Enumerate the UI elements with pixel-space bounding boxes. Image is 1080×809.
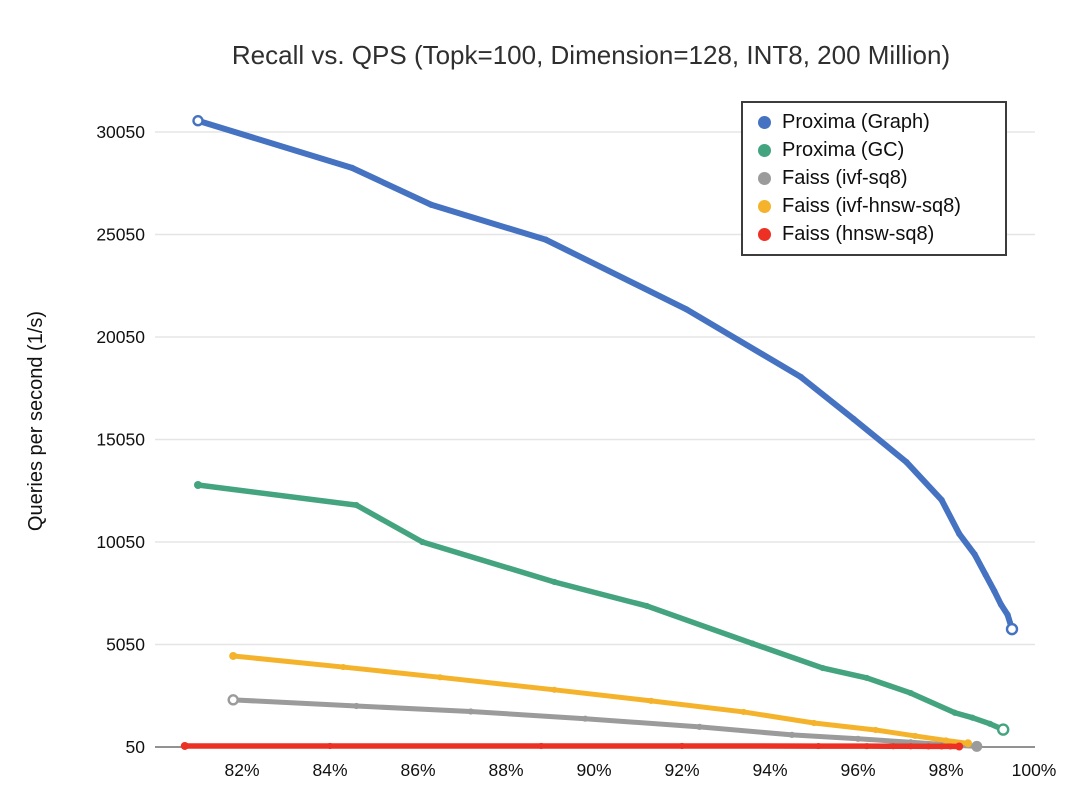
data-point <box>340 663 347 671</box>
data-point <box>582 715 589 722</box>
legend-item: Faiss (ivf-hnsw-sq8) <box>743 192 1005 220</box>
data-point <box>436 674 444 681</box>
data-point <box>854 735 862 742</box>
data-point <box>964 739 972 748</box>
data-point <box>419 538 426 546</box>
data-point <box>551 686 558 693</box>
data-point <box>912 732 919 740</box>
data-point <box>982 571 989 578</box>
legend-label: Proxima (Graph) <box>782 110 930 133</box>
data-point <box>683 306 690 313</box>
y-tick-label: 30050 <box>96 122 145 142</box>
data-point <box>872 726 879 734</box>
series-end-marker <box>227 694 239 706</box>
data-point <box>819 664 826 672</box>
legend-item: Proxima (Graph) <box>743 108 1005 136</box>
data-point <box>942 737 950 744</box>
data-point <box>986 720 994 727</box>
data-point <box>971 551 978 558</box>
data-point <box>788 731 796 739</box>
data-point <box>326 742 334 750</box>
data-point <box>696 723 703 731</box>
data-point <box>648 697 655 704</box>
data-point <box>938 743 945 750</box>
x-tick-label: 94% <box>752 760 787 780</box>
series-line-faiss-ivf-sq8- <box>230 697 980 749</box>
data-point <box>907 689 914 697</box>
x-tick-label: 88% <box>488 760 523 780</box>
data-point <box>538 742 545 750</box>
legend-label: Faiss (ivf-hnsw-sq8) <box>782 194 961 217</box>
data-point <box>947 743 954 750</box>
legend-marker-icon <box>758 199 771 213</box>
x-tick-label: 86% <box>400 760 435 780</box>
legend-marker-icon <box>758 171 771 185</box>
data-point <box>850 415 857 423</box>
data-point <box>353 702 360 710</box>
data-point <box>542 236 549 243</box>
data-point <box>194 481 202 490</box>
data-point <box>1004 611 1011 618</box>
x-tick-label: 96% <box>840 760 875 780</box>
data-point <box>863 674 870 682</box>
data-point <box>749 640 756 647</box>
data-point <box>991 588 998 595</box>
series-end-marker <box>1005 622 1019 636</box>
legend-item: Faiss (ivf-sq8) <box>743 164 1005 192</box>
series-end-marker <box>192 115 204 127</box>
x-tick-label: 90% <box>576 760 611 780</box>
legend-label: Faiss (ivf-sq8) <box>782 166 908 189</box>
x-tick-label: 82% <box>224 760 259 780</box>
chart-title: Recall vs. QPS (Topk=100, Dimension=128,… <box>231 40 951 70</box>
y-tick-label: 50 <box>126 737 146 757</box>
data-point <box>810 719 818 727</box>
data-point <box>951 709 958 716</box>
data-point <box>997 601 1005 608</box>
legend-marker-icon <box>758 143 771 157</box>
data-point <box>969 714 976 721</box>
data-point <box>955 742 964 751</box>
data-point <box>348 164 356 171</box>
y-tick-label: 25050 <box>96 225 145 245</box>
data-point <box>643 602 650 610</box>
data-point <box>467 708 474 715</box>
data-point <box>180 741 189 750</box>
data-point <box>740 708 747 716</box>
series-end-marker <box>971 740 983 752</box>
data-point <box>863 743 870 750</box>
x-tick-label: 98% <box>928 760 963 780</box>
data-point <box>907 743 914 750</box>
data-point <box>890 743 897 750</box>
series-end-marker <box>997 723 1010 736</box>
legend-marker-icon <box>758 227 771 241</box>
data-point <box>815 742 822 750</box>
series-line-proxima-graph- <box>195 117 1015 633</box>
y-tick-label: 15050 <box>96 430 145 450</box>
data-point <box>353 502 360 509</box>
legend-label: Proxima (GC) <box>782 138 905 161</box>
y-tick-label: 5050 <box>106 635 145 655</box>
y-tick-label: 20050 <box>96 327 145 347</box>
data-point <box>903 458 910 466</box>
data-point <box>551 578 558 586</box>
legend-item: Faiss (hnsw-sq8) <box>743 220 1005 248</box>
x-tick-label: 92% <box>664 760 699 780</box>
data-point <box>925 743 932 750</box>
legend-marker-icon <box>758 115 771 129</box>
data-point <box>797 373 804 381</box>
y-tick-label: 10050 <box>96 532 145 552</box>
data-point <box>229 651 238 660</box>
data-point <box>678 742 686 750</box>
legend: Proxima (Graph) Proxima (GC) Faiss (ivf-sq… <box>741 101 1007 256</box>
legend-label: Faiss (hnsw-sq8) <box>782 222 935 245</box>
x-tick-label: 84% <box>312 760 347 780</box>
data-point <box>938 496 945 504</box>
data-point <box>956 530 963 537</box>
legend-item: Proxima (GC) <box>743 136 1005 164</box>
data-point <box>428 201 435 208</box>
series-line-faiss-hnsw-sq8- <box>182 743 962 750</box>
x-tick-label: 100% <box>1012 760 1057 780</box>
